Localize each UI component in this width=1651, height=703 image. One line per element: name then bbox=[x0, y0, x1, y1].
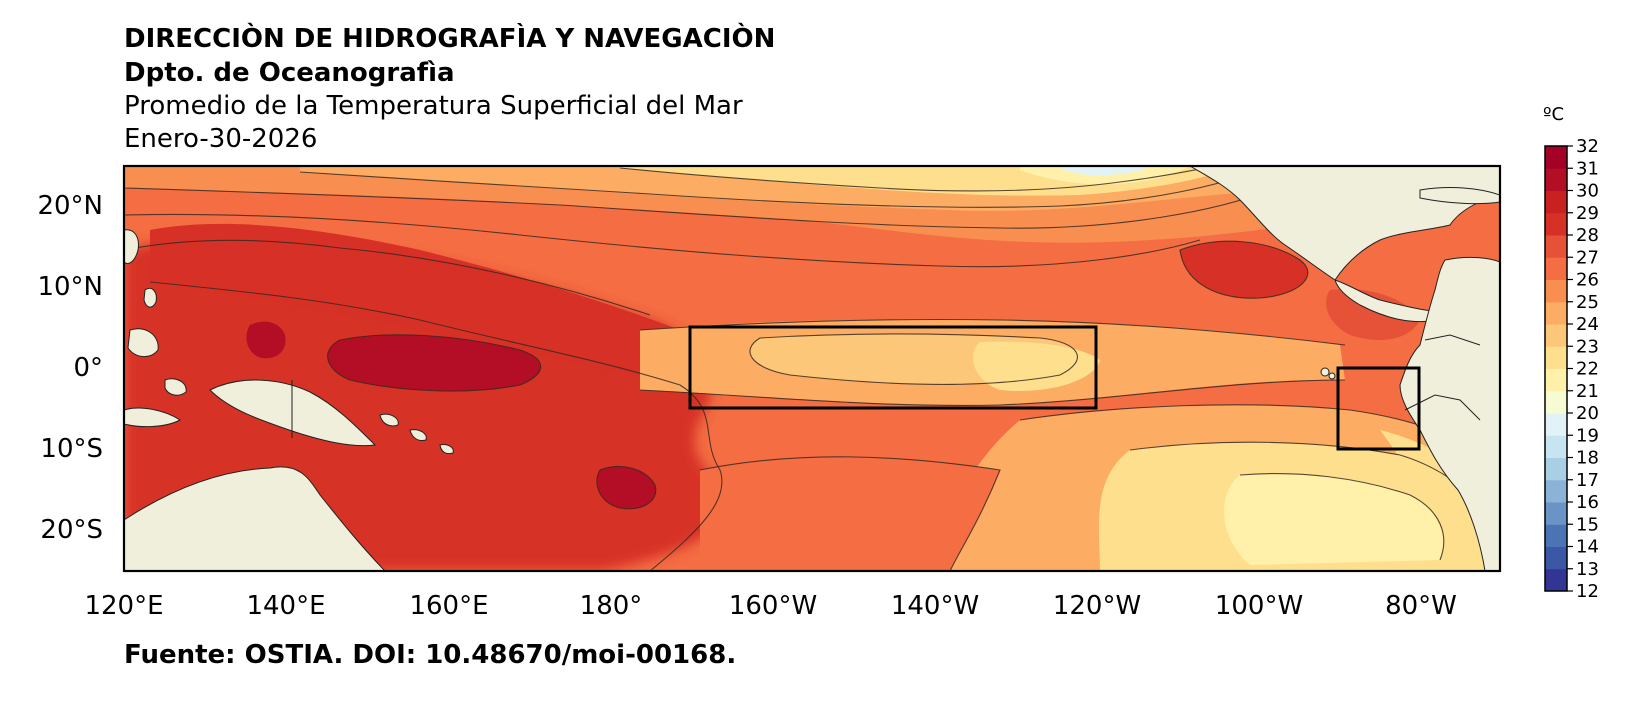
colorbar-swatch bbox=[1545, 524, 1567, 547]
colorbar-swatch bbox=[1545, 368, 1567, 392]
colorbar-tick-label: 13 bbox=[1576, 559, 1599, 580]
source-note: Fuente: OSTIA. DOI: 10.48670/moi-00168. bbox=[124, 640, 737, 670]
colorbar-tick-label: 23 bbox=[1576, 336, 1599, 357]
latitude-labels: 20°N 10°N 0° 10°S 20°S bbox=[37, 191, 103, 545]
nino12-box bbox=[1336, 366, 1421, 451]
lon-label: 180° bbox=[580, 591, 643, 621]
colorbar-swatch bbox=[1545, 324, 1567, 347]
colorbar-tick-label: 27 bbox=[1576, 247, 1599, 268]
colorbar-tick-label: 21 bbox=[1576, 381, 1599, 402]
longitude-labels: 120°E 140°E 160°E 180° 160°W 140°W 120°W… bbox=[84, 591, 1456, 621]
colorbar-swatch bbox=[1545, 568, 1567, 592]
colorbar-tick-label: 16 bbox=[1576, 492, 1599, 513]
colorbar-tick-label: 12 bbox=[1576, 581, 1599, 602]
colorbar-tick-label: 26 bbox=[1576, 270, 1599, 291]
colorbar-tick-label: 29 bbox=[1576, 203, 1599, 224]
colorbar-tick-label: 18 bbox=[1576, 448, 1599, 469]
colorbar-tick-label: 14 bbox=[1576, 537, 1599, 558]
title-date: Enero-30-2026 bbox=[124, 124, 318, 154]
colorbar-ticks: 3231302928272625242322212019181716151413… bbox=[1567, 136, 1599, 602]
colorbar-swatch bbox=[1545, 413, 1567, 436]
colorbar-swatch bbox=[1545, 502, 1567, 525]
lon-label: 140°E bbox=[246, 591, 325, 621]
colorbar-tick-label: 19 bbox=[1576, 425, 1599, 446]
lon-label: 120°E bbox=[84, 591, 163, 621]
lon-label: 160°E bbox=[409, 591, 488, 621]
contour-lines bbox=[124, 166, 1500, 571]
colorbar-tick-label: 28 bbox=[1576, 225, 1599, 246]
colorbar-swatch bbox=[1545, 457, 1567, 481]
lon-label: 140°W bbox=[891, 591, 979, 621]
colorbar-swatch bbox=[1545, 301, 1567, 325]
title-description: Promedio de la Temperatura Superficial d… bbox=[124, 91, 743, 121]
colorbar-tick-label: 17 bbox=[1576, 470, 1599, 491]
lat-label: 20°S bbox=[40, 515, 103, 545]
lon-label: 160°W bbox=[729, 591, 817, 621]
colorbar-tick-label: 25 bbox=[1576, 292, 1599, 313]
colorbar-swatch bbox=[1545, 479, 1567, 503]
colorbar-swatch bbox=[1545, 390, 1567, 414]
colorbar-swatch bbox=[1545, 257, 1567, 280]
lat-label: 20°N bbox=[37, 191, 103, 221]
colorbar-swatch bbox=[1545, 168, 1567, 191]
colorbar-unit: ºC bbox=[1543, 104, 1565, 125]
colorbar-tick-label: 31 bbox=[1576, 158, 1599, 179]
lon-label: 80°W bbox=[1385, 591, 1457, 621]
colorbar-tick-label: 15 bbox=[1576, 514, 1599, 535]
sst-field bbox=[124, 166, 1500, 571]
title-department: Dpto. de Oceanografìa bbox=[124, 58, 455, 88]
colorbar bbox=[1544, 145, 1568, 592]
map-frame bbox=[122, 164, 1502, 573]
colorbar-tick-label: 24 bbox=[1576, 314, 1599, 335]
lon-label: 120°W bbox=[1053, 591, 1141, 621]
lat-label: 0° bbox=[73, 353, 103, 383]
colorbar-tick-label: 30 bbox=[1576, 181, 1599, 202]
colorbar-swatch bbox=[1545, 235, 1567, 258]
lon-label: 100°W bbox=[1215, 591, 1303, 621]
colorbar-tick-label: 22 bbox=[1576, 359, 1599, 380]
colorbar-tick-label: 20 bbox=[1576, 403, 1599, 424]
colorbar-swatch bbox=[1545, 212, 1567, 236]
lat-label: 10°N bbox=[37, 272, 103, 302]
colorbar-swatch bbox=[1545, 435, 1567, 458]
lat-label: 10°S bbox=[40, 434, 103, 464]
land bbox=[124, 166, 1500, 571]
nino34-box bbox=[688, 325, 1098, 410]
title-institution: DIRECCIÒN DE HIDROGRAFÌA Y NAVEGACIÒN bbox=[124, 24, 776, 54]
colorbar-swatch bbox=[1545, 546, 1567, 570]
colorbar-swatch bbox=[1545, 346, 1567, 369]
colorbar-swatch bbox=[1545, 190, 1567, 214]
colorbar-swatch bbox=[1545, 146, 1567, 169]
colorbar-tick-label: 32 bbox=[1576, 136, 1599, 157]
colorbar-swatch bbox=[1545, 279, 1567, 303]
